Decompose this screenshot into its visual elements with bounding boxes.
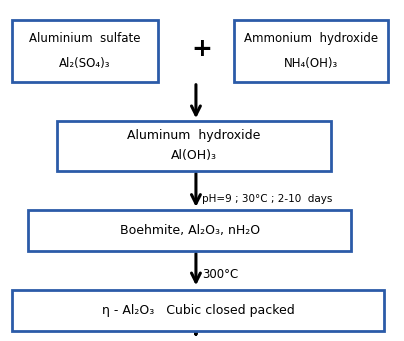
Text: Aluminum  hydroxide: Aluminum hydroxide [127,129,261,143]
Text: Boehmite, Al₂O₃, nH₂O: Boehmite, Al₂O₃, nH₂O [120,224,260,237]
FancyBboxPatch shape [234,20,388,82]
Text: NH₄(OH)₃: NH₄(OH)₃ [284,57,338,70]
FancyBboxPatch shape [57,121,331,170]
Text: Aluminium  sulfate: Aluminium sulfate [29,32,141,45]
FancyBboxPatch shape [28,210,351,251]
FancyBboxPatch shape [12,290,384,331]
Text: Al(OH)₃: Al(OH)₃ [171,149,217,162]
FancyBboxPatch shape [12,20,158,82]
Text: Al₂(SO₄)₃: Al₂(SO₄)₃ [59,57,111,70]
Text: 300°C: 300°C [202,268,238,281]
Text: Ammonium  hydroxide: Ammonium hydroxide [244,32,378,45]
Text: pH=9 ; 30°C ; 2-10  days: pH=9 ; 30°C ; 2-10 days [202,194,332,205]
Text: η - Al₂O₃   Cubic closed packed: η - Al₂O₃ Cubic closed packed [101,304,295,317]
Text: +: + [191,38,213,61]
